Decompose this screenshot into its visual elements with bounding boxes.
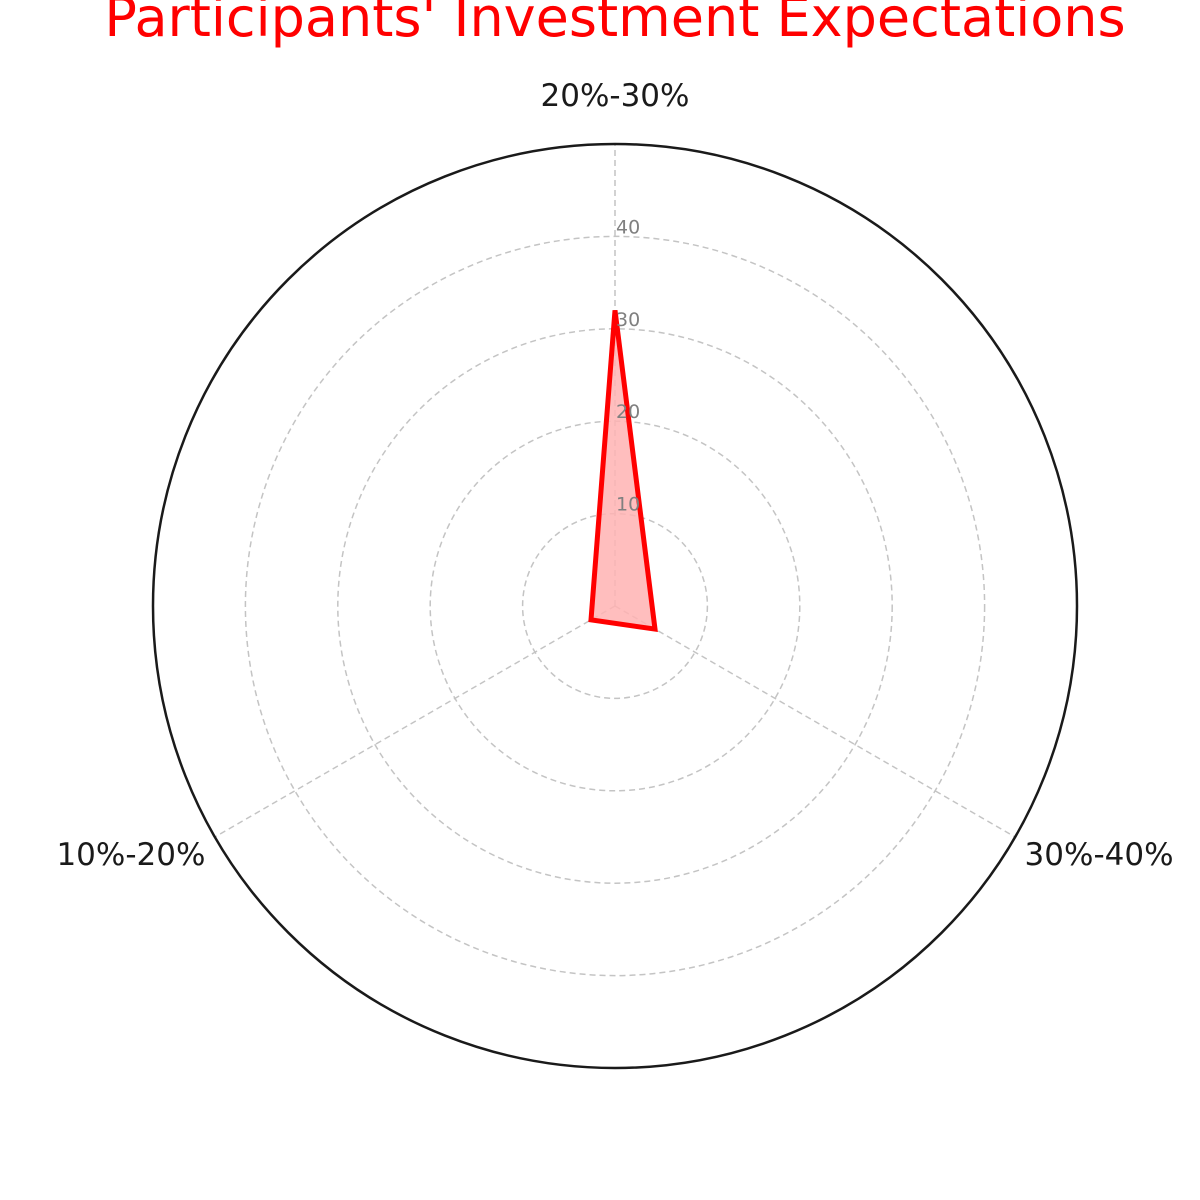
grid-ring [244, 235, 986, 977]
chart-title: Participants' Investment Expectations [104, 0, 1125, 49]
category-label: 10%-20% [56, 837, 205, 873]
category-label: 20%-30% [541, 78, 690, 114]
axis-spoke [614, 605, 1016, 838]
r-tick-label: 10 [616, 494, 640, 516]
r-tick-label: 20 [616, 401, 640, 423]
r-tick-label: 40 [616, 216, 640, 238]
r-tick-label: 30 [616, 309, 640, 331]
outer-ring [151, 142, 1079, 1070]
axis-spoke [214, 605, 616, 838]
data-layer [588, 309, 658, 633]
category-label: 30%-40% [1025, 837, 1174, 873]
series-polygon [588, 309, 658, 633]
label-layer: 10 20 30 40 20%-30% 30%-40% 10%-20% [56, 78, 1173, 873]
